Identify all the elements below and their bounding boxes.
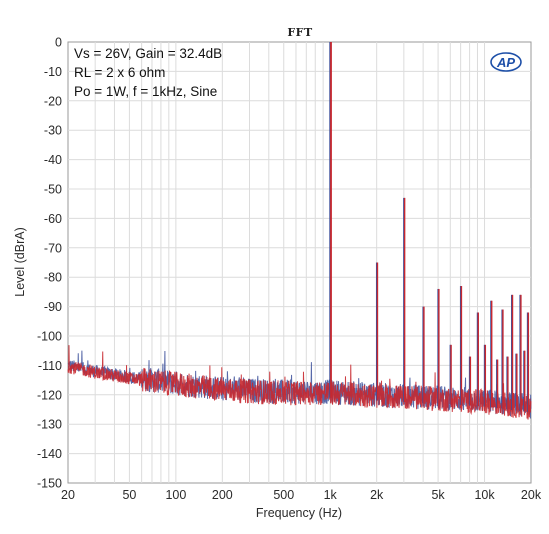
chart-title: FFT (287, 26, 313, 39)
y-tick-label: -80 (44, 271, 62, 285)
y-tick-label: -70 (44, 241, 62, 255)
ap-logo-text: AP (496, 55, 515, 70)
x-axis-label: Frequency (Hz) (256, 506, 342, 520)
y-tick-label: -90 (44, 300, 62, 314)
x-tick-label: 2k (370, 488, 384, 502)
noise-floor-traces (67, 345, 532, 420)
annotation-line-2: RL = 2 x 6 ohm (74, 65, 165, 80)
y-tick-label: 0 (55, 36, 62, 50)
x-tick-label: 50 (122, 488, 136, 502)
ap-logo: AP (490, 52, 522, 72)
y-tick-label: -30 (44, 124, 62, 138)
x-tick-label: 100 (165, 488, 186, 502)
harmonic-peaks (329, 42, 530, 413)
y-tick-label: -20 (44, 94, 62, 108)
annotation-box: Vs = 26V, Gain = 32.4dB RL = 2 x 6 ohm P… (74, 46, 222, 99)
axis-tick-labels: 0 -10 -20 -30 -40 -50 -60 -70 -80 -90 -100 -110 -120… (37, 36, 542, 503)
x-tick-label: 20 (61, 488, 75, 502)
grid-lines (68, 42, 531, 483)
noise-trace-2 (67, 345, 532, 420)
y-tick-label: -40 (44, 153, 62, 167)
x-tick-label: 20k (521, 488, 542, 502)
y-tick-label: -50 (44, 183, 62, 197)
x-tick-label: 5k (431, 488, 445, 502)
ap-logo-ring (490, 52, 522, 72)
y-tick-label: -110 (38, 359, 62, 373)
y-tick-label: -140 (37, 447, 62, 461)
annotation-line-3: Po = 1W, f = 1kHz, Sine (74, 84, 217, 99)
annotation-line-1: Vs = 26V, Gain = 32.4dB (74, 46, 222, 61)
y-tick-label: -100 (37, 330, 62, 344)
y-tick-label: -130 (37, 418, 62, 432)
x-tick-label: 1k (324, 488, 338, 502)
y-axis-label: Level (dBrA) (13, 227, 27, 296)
y-tick-label: -150 (37, 477, 62, 491)
y-tick-label: -120 (37, 388, 62, 402)
x-tick-label: 10k (474, 488, 495, 502)
plot-area (67, 41, 532, 484)
x-tick-label: 200 (212, 488, 233, 502)
y-tick-label: -60 (44, 212, 62, 226)
x-tick-label: 500 (273, 488, 294, 502)
y-tick-label: -10 (44, 65, 62, 79)
